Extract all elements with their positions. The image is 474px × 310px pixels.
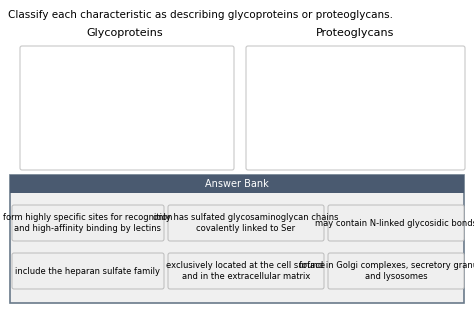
FancyBboxPatch shape [12,205,164,241]
Text: Glycoproteins: Glycoproteins [87,28,164,38]
FancyBboxPatch shape [12,253,164,289]
Text: only has sulfated glycosaminoglycan chains
covalently linked to Ser: only has sulfated glycosaminoglycan chai… [153,213,339,233]
Text: include the heparan sulfate family: include the heparan sulfate family [16,267,161,276]
FancyBboxPatch shape [168,205,324,241]
Text: found in Golgi complexes, secretory granules,
and lysosomes: found in Golgi complexes, secretory gran… [299,261,474,281]
FancyBboxPatch shape [10,175,464,303]
FancyBboxPatch shape [328,253,464,289]
FancyBboxPatch shape [168,253,324,289]
Text: exclusively located at the cell surface
and in the extracellular matrix: exclusively located at the cell surface … [166,261,326,281]
FancyBboxPatch shape [10,175,464,193]
Text: may contain N-linked glycosidic bonds: may contain N-linked glycosidic bonds [315,219,474,228]
Text: Answer Bank: Answer Bank [205,179,269,189]
Text: Classify each characteristic as describing glycoproteins or proteoglycans.: Classify each characteristic as describi… [8,10,393,20]
FancyBboxPatch shape [328,205,464,241]
FancyBboxPatch shape [246,46,465,170]
FancyBboxPatch shape [20,46,234,170]
Text: Proteoglycans: Proteoglycans [316,28,394,38]
Text: form highly specific sites for recognition
and high-affinity binding by lectins: form highly specific sites for recogniti… [3,213,173,233]
